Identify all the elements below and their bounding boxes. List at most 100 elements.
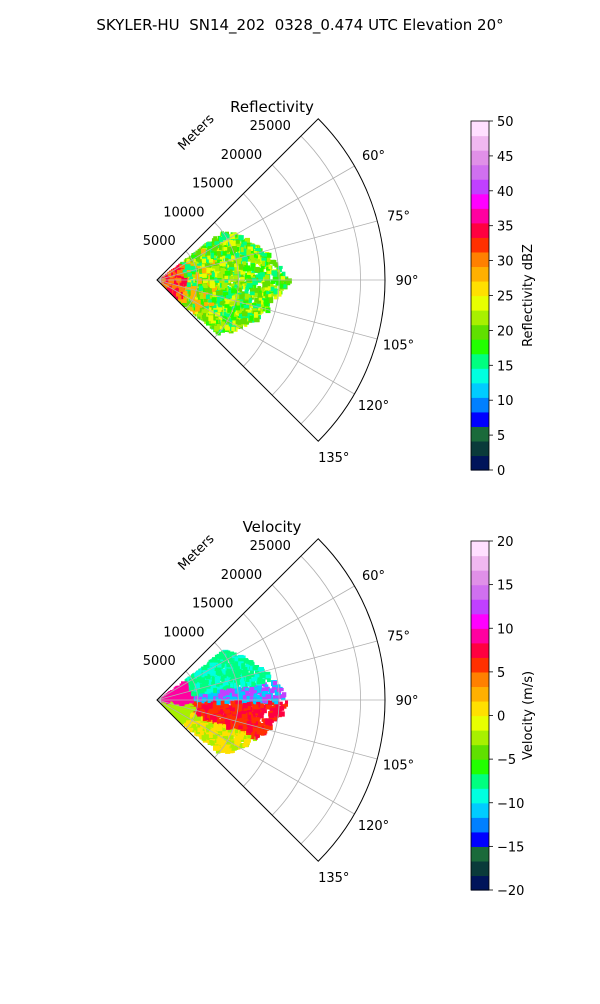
colorbar-segment <box>471 150 489 165</box>
azimuth-tick-label: 135° <box>318 451 349 466</box>
colorbar-segment <box>471 426 489 441</box>
range-tick-label: 5000 <box>143 234 176 249</box>
colorbar-tick-label: 50 <box>497 115 514 130</box>
colorbar-tick-label: 35 <box>497 220 514 235</box>
colorbar-segment <box>471 861 489 876</box>
colorbar-segment <box>471 339 489 354</box>
colorbar-segment <box>471 266 489 281</box>
colorbar-segment <box>471 412 489 427</box>
colorbar-segment <box>471 788 489 803</box>
colorbar-segment <box>471 832 489 847</box>
colorbar-segment <box>471 165 489 180</box>
azimuth-tick-label: 120° <box>358 399 389 414</box>
figure-suptitle: SKYLER-HU SN14_202 0328_0.474 UTC Elevat… <box>0 16 600 34</box>
colorbar-segment <box>471 701 489 716</box>
colorbar-segment <box>471 281 489 296</box>
polar-panel-reflectivity: Reflectivity 5000 10000 15000 20000 25000 60° 7… <box>143 98 536 479</box>
range-tick-label: 10000 <box>163 625 204 640</box>
colorbar-segment <box>471 252 489 267</box>
azimuth-tick-label: 60° <box>362 149 385 164</box>
azimuth-tick-label: 60° <box>362 569 385 584</box>
panel-title: Velocity <box>243 518 302 536</box>
colorbar-segment <box>471 846 489 861</box>
azimuth-tick-label: 120° <box>358 819 389 834</box>
colorbar-segment <box>471 383 489 398</box>
radial-axis-label: Meters <box>175 532 217 574</box>
azimuth-tick-label: 90° <box>395 694 418 709</box>
colorbar-segment <box>471 628 489 643</box>
colorbar-segment <box>471 136 489 151</box>
colorbar-segment <box>471 237 489 252</box>
colorbar-segment <box>471 657 489 672</box>
colorbar-segment <box>471 585 489 600</box>
colorbar-segment <box>471 556 489 571</box>
colorbar-tick-label: −10 <box>497 797 524 812</box>
polar-panel-velocity: Velocity 5000 10000 15000 20000 25000 60° 75° 90… <box>143 518 536 899</box>
azimuth-tick-label: 75° <box>387 209 410 224</box>
azimuth-tick-label: 105° <box>383 759 414 774</box>
colorbar-tick-label: 30 <box>497 255 514 270</box>
range-tick-label: 15000 <box>192 177 233 192</box>
colorbar-segment <box>471 672 489 687</box>
colorbar-segment <box>471 455 489 470</box>
colorbar-segment <box>471 614 489 629</box>
colorbar-tick-label: 40 <box>497 185 514 200</box>
colorbar-tick-label: −15 <box>497 840 524 855</box>
colorbar-label: Velocity (m/s) <box>521 671 536 760</box>
range-tick-label: 10000 <box>163 205 204 220</box>
colorbar-segment <box>471 803 489 818</box>
range-tick-label: 20000 <box>221 148 262 163</box>
colorbar-tick-label: 25 <box>497 290 514 305</box>
colorbar-segment <box>471 570 489 585</box>
colorbar-segment <box>471 730 489 745</box>
panel-title: Reflectivity <box>230 98 314 116</box>
colorbar-segment <box>471 208 489 223</box>
colorbar-tick-label: 0 <box>497 710 505 725</box>
range-tick-label: 25000 <box>250 119 291 134</box>
colorbar-tick-label: 5 <box>497 666 505 681</box>
colorbar-segment <box>471 875 489 890</box>
colorbar-segment <box>471 296 489 311</box>
range-tick-label: 5000 <box>143 654 176 669</box>
colorbar-tick-label: 20 <box>497 535 514 550</box>
colorbar-tick-label: −5 <box>497 753 516 768</box>
colorbar-tick-label: 20 <box>497 324 514 339</box>
colorbar-segment <box>471 774 489 789</box>
echo-field <box>161 650 288 754</box>
colorbar-tick-label: 15 <box>497 359 514 374</box>
range-tick-label: 15000 <box>192 597 233 612</box>
azimuth-tick-label: 105° <box>383 339 414 354</box>
colorbar-segment <box>471 716 489 731</box>
colorbar-segment <box>471 397 489 412</box>
colorbar-tick-label: 15 <box>497 579 514 594</box>
colorbar-segment <box>471 310 489 325</box>
range-tick-label: 20000 <box>221 568 262 583</box>
colorbar-segment <box>471 599 489 614</box>
colorbar-segment <box>471 194 489 209</box>
colorbar-tick-label: 45 <box>497 150 514 165</box>
azimuth-tick-label: 90° <box>395 274 418 289</box>
colorbar-segment <box>471 354 489 369</box>
colorbar-segment <box>471 121 489 136</box>
colorbar-tick-label: 10 <box>497 622 514 637</box>
colorbar-tick-label: 5 <box>497 429 505 444</box>
range-tick-label: 25000 <box>250 539 291 554</box>
colorbar-segment <box>471 745 489 760</box>
colorbar-segment <box>471 541 489 556</box>
colorbar-segment <box>471 179 489 194</box>
colorbar-label: Reflectivity dBZ <box>521 244 536 347</box>
colorbar-segment <box>471 643 489 658</box>
colorbar-segment <box>471 223 489 238</box>
colorbar-segment <box>471 325 489 340</box>
colorbar-segment <box>471 441 489 456</box>
azimuth-tick-label: 75° <box>387 629 410 644</box>
colorbar-segment <box>471 368 489 383</box>
radial-axis-label: Meters <box>175 112 217 154</box>
colorbar-tick-label: 0 <box>497 464 505 479</box>
colorbar-segment <box>471 759 489 774</box>
colorbar-segment <box>471 686 489 701</box>
